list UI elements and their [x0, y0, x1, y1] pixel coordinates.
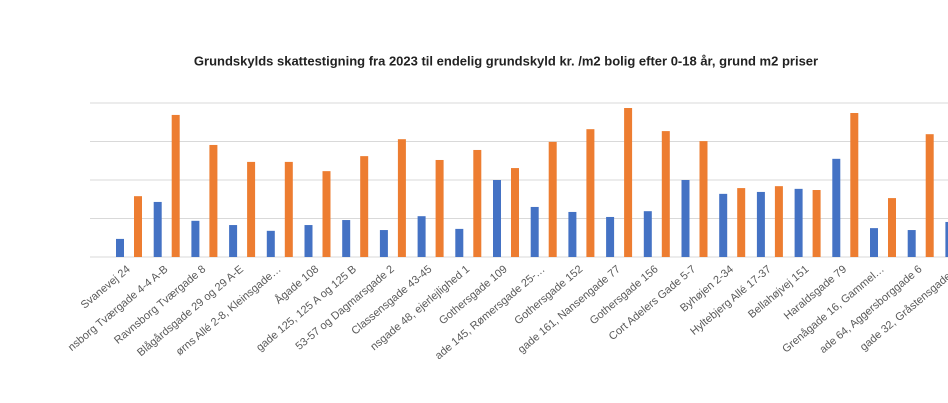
bar — [473, 149, 482, 257]
bar — [925, 134, 934, 257]
bar — [284, 161, 293, 257]
bar — [116, 238, 124, 257]
x-tick-label: Gothersgade 152 — [512, 263, 585, 327]
bar — [832, 158, 841, 257]
bar — [756, 191, 765, 257]
bar — [171, 114, 180, 257]
bar — [153, 201, 162, 257]
x-tick-label: Gothersgade 109 — [437, 263, 510, 327]
bar — [304, 225, 313, 257]
bar — [247, 161, 256, 257]
bar — [548, 141, 557, 257]
bar — [794, 188, 803, 257]
bar — [719, 193, 728, 257]
bar — [661, 131, 670, 257]
bar — [530, 206, 539, 257]
bar — [435, 159, 444, 257]
bar — [379, 230, 388, 257]
bar — [643, 211, 652, 257]
bar — [417, 216, 426, 257]
bar — [850, 113, 859, 257]
bar — [774, 186, 783, 257]
bar — [191, 220, 200, 257]
bar — [455, 228, 464, 257]
bar — [812, 190, 821, 257]
bar — [681, 180, 690, 257]
bar — [907, 230, 916, 257]
bar — [511, 168, 519, 257]
bar — [322, 171, 331, 257]
bar — [699, 141, 708, 257]
bar — [266, 230, 275, 257]
bar — [209, 144, 218, 257]
bar — [586, 129, 595, 257]
bar — [945, 221, 948, 257]
bar — [870, 228, 878, 257]
bar — [737, 188, 746, 257]
bar — [229, 225, 238, 257]
bar — [360, 156, 369, 257]
bar — [493, 180, 501, 257]
x-tick-label: Gothersgade 156 — [588, 263, 661, 327]
bar — [888, 198, 896, 257]
bar — [134, 196, 142, 257]
bar — [342, 220, 351, 257]
bar — [606, 216, 615, 257]
bar — [624, 108, 633, 257]
bar — [397, 139, 406, 257]
chart-title: Grundskylds skattestigning fra 2023 til … — [194, 53, 818, 68]
bar — [568, 211, 577, 257]
